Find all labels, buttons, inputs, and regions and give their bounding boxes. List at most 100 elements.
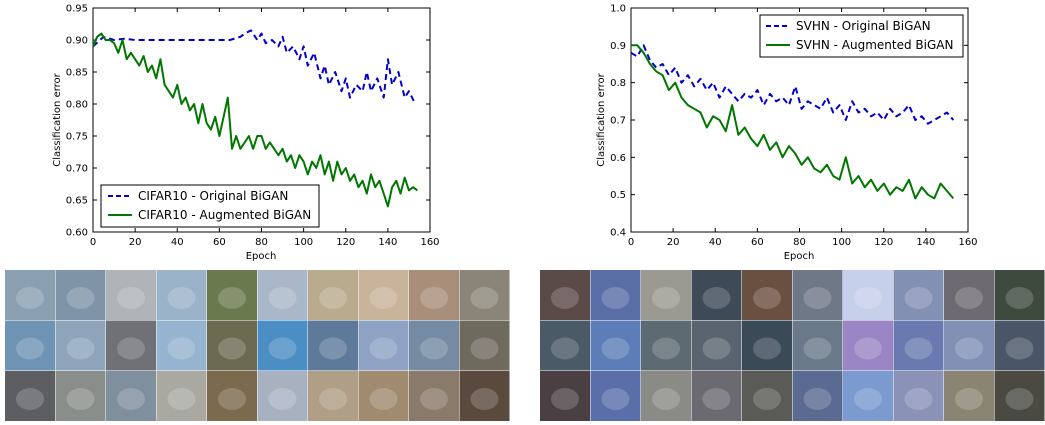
cifar10-sample-tile: [5, 320, 55, 371]
svhn-x-tick-label: 60: [751, 237, 764, 248]
cifar10-sample-tile: [106, 270, 156, 320]
svhn-sample-tile-shade: [753, 388, 781, 410]
cifar10-sample-tile: [459, 270, 510, 320]
cifar10-y-tick-label: 0.90: [66, 36, 88, 47]
cifar10-sample-tile: [207, 270, 257, 320]
svhn-sample-tile: [843, 320, 893, 371]
svhn-sample-tile-shade: [652, 337, 680, 360]
svhn-sample-tile: [792, 371, 843, 421]
svhn-sample-tile-shade: [753, 287, 781, 309]
cifar10-x-tick-label: 0: [90, 237, 96, 248]
svhn-y-axis-label: Classification error: [596, 72, 607, 166]
svhn-y-tick-label: 0.9: [610, 41, 626, 52]
svhn-sample-tile: [691, 270, 742, 320]
cifar10-sample-tile-shade: [167, 337, 196, 360]
svhn-sample-tile: [944, 371, 994, 421]
cifar10-sample-tile-shade: [117, 337, 145, 360]
svhn-augmented-bigan-line: [631, 44, 955, 200]
svhn-x-tick-label: 40: [709, 237, 722, 248]
svhn-sample-tile-shade: [955, 287, 983, 309]
cifar10-sample-tile-shade: [369, 287, 398, 309]
cifar10-x-tick-label: 60: [213, 237, 226, 248]
cifar10-sample-tile-shade: [319, 337, 347, 360]
cifar10-lines: [92, 29, 418, 208]
cifar10-augmented-bigan-line: [92, 32, 418, 208]
svhn-sample-tile-shade: [904, 337, 933, 360]
svhn-legend: SVHN - Original BiGAN SVHN - Augmented B…: [759, 14, 964, 58]
svhn-sample-tile: [540, 320, 590, 371]
cifar10-sample-tile: [358, 371, 409, 421]
cifar10-x-tick-label: 140: [378, 237, 397, 248]
svhn-y-tick-label: 0.4: [610, 228, 626, 239]
svhn-sample-tile-shade: [803, 287, 832, 309]
cifar10-legend: CIFAR10 - Original BiGAN CIFAR10 - Augme…: [100, 184, 320, 228]
svhn-sample-tile: [893, 320, 944, 371]
cifar10-y-tick-label: 0.85: [66, 68, 88, 79]
svhn-sample-tile: [843, 270, 893, 320]
cifar10-sample-tile: [5, 371, 55, 421]
cifar10-sample-tile-shade: [268, 388, 297, 410]
cifar10-legend-box: [100, 184, 320, 228]
svhn-legend-box: [759, 14, 964, 58]
cifar10-sample-tile-shade: [16, 388, 44, 410]
cifar10-sample-tile: [257, 320, 308, 371]
svhn-sample-tile-shade: [601, 287, 630, 309]
cifar10-sample-tile-shade: [369, 337, 398, 360]
cifar10-sample-tile-shade: [319, 287, 347, 309]
cifar10-y-tick-label: 0.75: [66, 132, 88, 143]
cifar10-sample-tile: [459, 320, 510, 371]
svhn-sample-tile-shade: [652, 388, 680, 410]
svhn-y-tick-label: 0.8: [610, 78, 626, 89]
cifar10-sample-tile: [55, 320, 106, 371]
cifar10-sample-tile: [358, 320, 409, 371]
cifar10-sample-tile-shade: [420, 337, 448, 360]
svhn-legend-augmented-label: SVHN - Augmented BiGAN: [796, 38, 953, 52]
svhn-ticks: 0 20 40 60 80 100 120 140 160 0.4 0.5 0.6 0.7 0.8 0.9 1…: [610, 4, 977, 249]
svhn-y-tick-label: 0.6: [610, 153, 626, 164]
cifar10-y-tick-label: 0.65: [66, 196, 88, 207]
svhn-sample-tile-shade: [601, 337, 630, 360]
svhn-sample-tile: [691, 320, 742, 371]
svhn-sample-tile-shade: [803, 388, 832, 410]
cifar10-sample-tile-shade: [470, 388, 499, 410]
svhn-sample-tile: [742, 270, 792, 320]
svhn-x-tick-label: 120: [874, 237, 893, 248]
svhn-sample-tile-shade: [1005, 287, 1034, 309]
cifar10-sample-tile-shade: [420, 287, 448, 309]
cifar10-sample-tile: [308, 320, 358, 371]
svhn-sample-tile: [742, 320, 792, 371]
cifar10-sample-tile-shade: [66, 388, 95, 410]
cifar10-x-tick-label: 40: [171, 237, 184, 248]
svhn-sample-tile: [893, 270, 944, 320]
cifar10-sample-tile-shade: [268, 287, 297, 309]
cifar10-x-tick-label: 80: [255, 237, 268, 248]
cifar10-generated-samples-grid: [5, 270, 510, 421]
svhn-sample-tile: [994, 320, 1045, 371]
svhn-sample-tile-shade: [753, 337, 781, 360]
svhn-sample-tile-shade: [854, 388, 882, 410]
svhn-sample-tile-shade: [955, 337, 983, 360]
svhn-x-tick-label: 20: [667, 237, 680, 248]
svhn-generated-samples-grid: [540, 270, 1045, 421]
cifar10-x-tick-label: 120: [336, 237, 355, 248]
cifar10-sample-tile-shade: [319, 388, 347, 410]
cifar10-sample-tile-shade: [218, 337, 246, 360]
svhn-sample-tile: [641, 371, 691, 421]
svhn-sample-tile-shade: [1005, 337, 1034, 360]
cifar10-sample-tile-shade: [117, 287, 145, 309]
svhn-sample-tile: [590, 320, 641, 371]
svhn-y-tick-label: 0.5: [610, 190, 626, 201]
svhn-sample-tile-shade: [601, 388, 630, 410]
svhn-sample-tile-shade: [702, 388, 731, 410]
svhn-error-chart: 0 20 40 60 80 100 120 140 160 0.4 0.5 0.6 0.7 0.8 0.9 1…: [596, 4, 978, 263]
svhn-sample-tile-shade: [904, 388, 933, 410]
cifar10-sample-tile-shade: [16, 337, 44, 360]
cifar10-sample-tile: [459, 371, 510, 421]
svhn-x-tick-label: 100: [832, 237, 851, 248]
svhn-sample-tile-shade: [803, 337, 832, 360]
svhn-sample-tile-shade: [854, 337, 882, 360]
svhn-sample-tile: [641, 270, 691, 320]
cifar10-sample-tile-shade: [16, 287, 44, 309]
svhn-sample-tile-shade: [652, 287, 680, 309]
